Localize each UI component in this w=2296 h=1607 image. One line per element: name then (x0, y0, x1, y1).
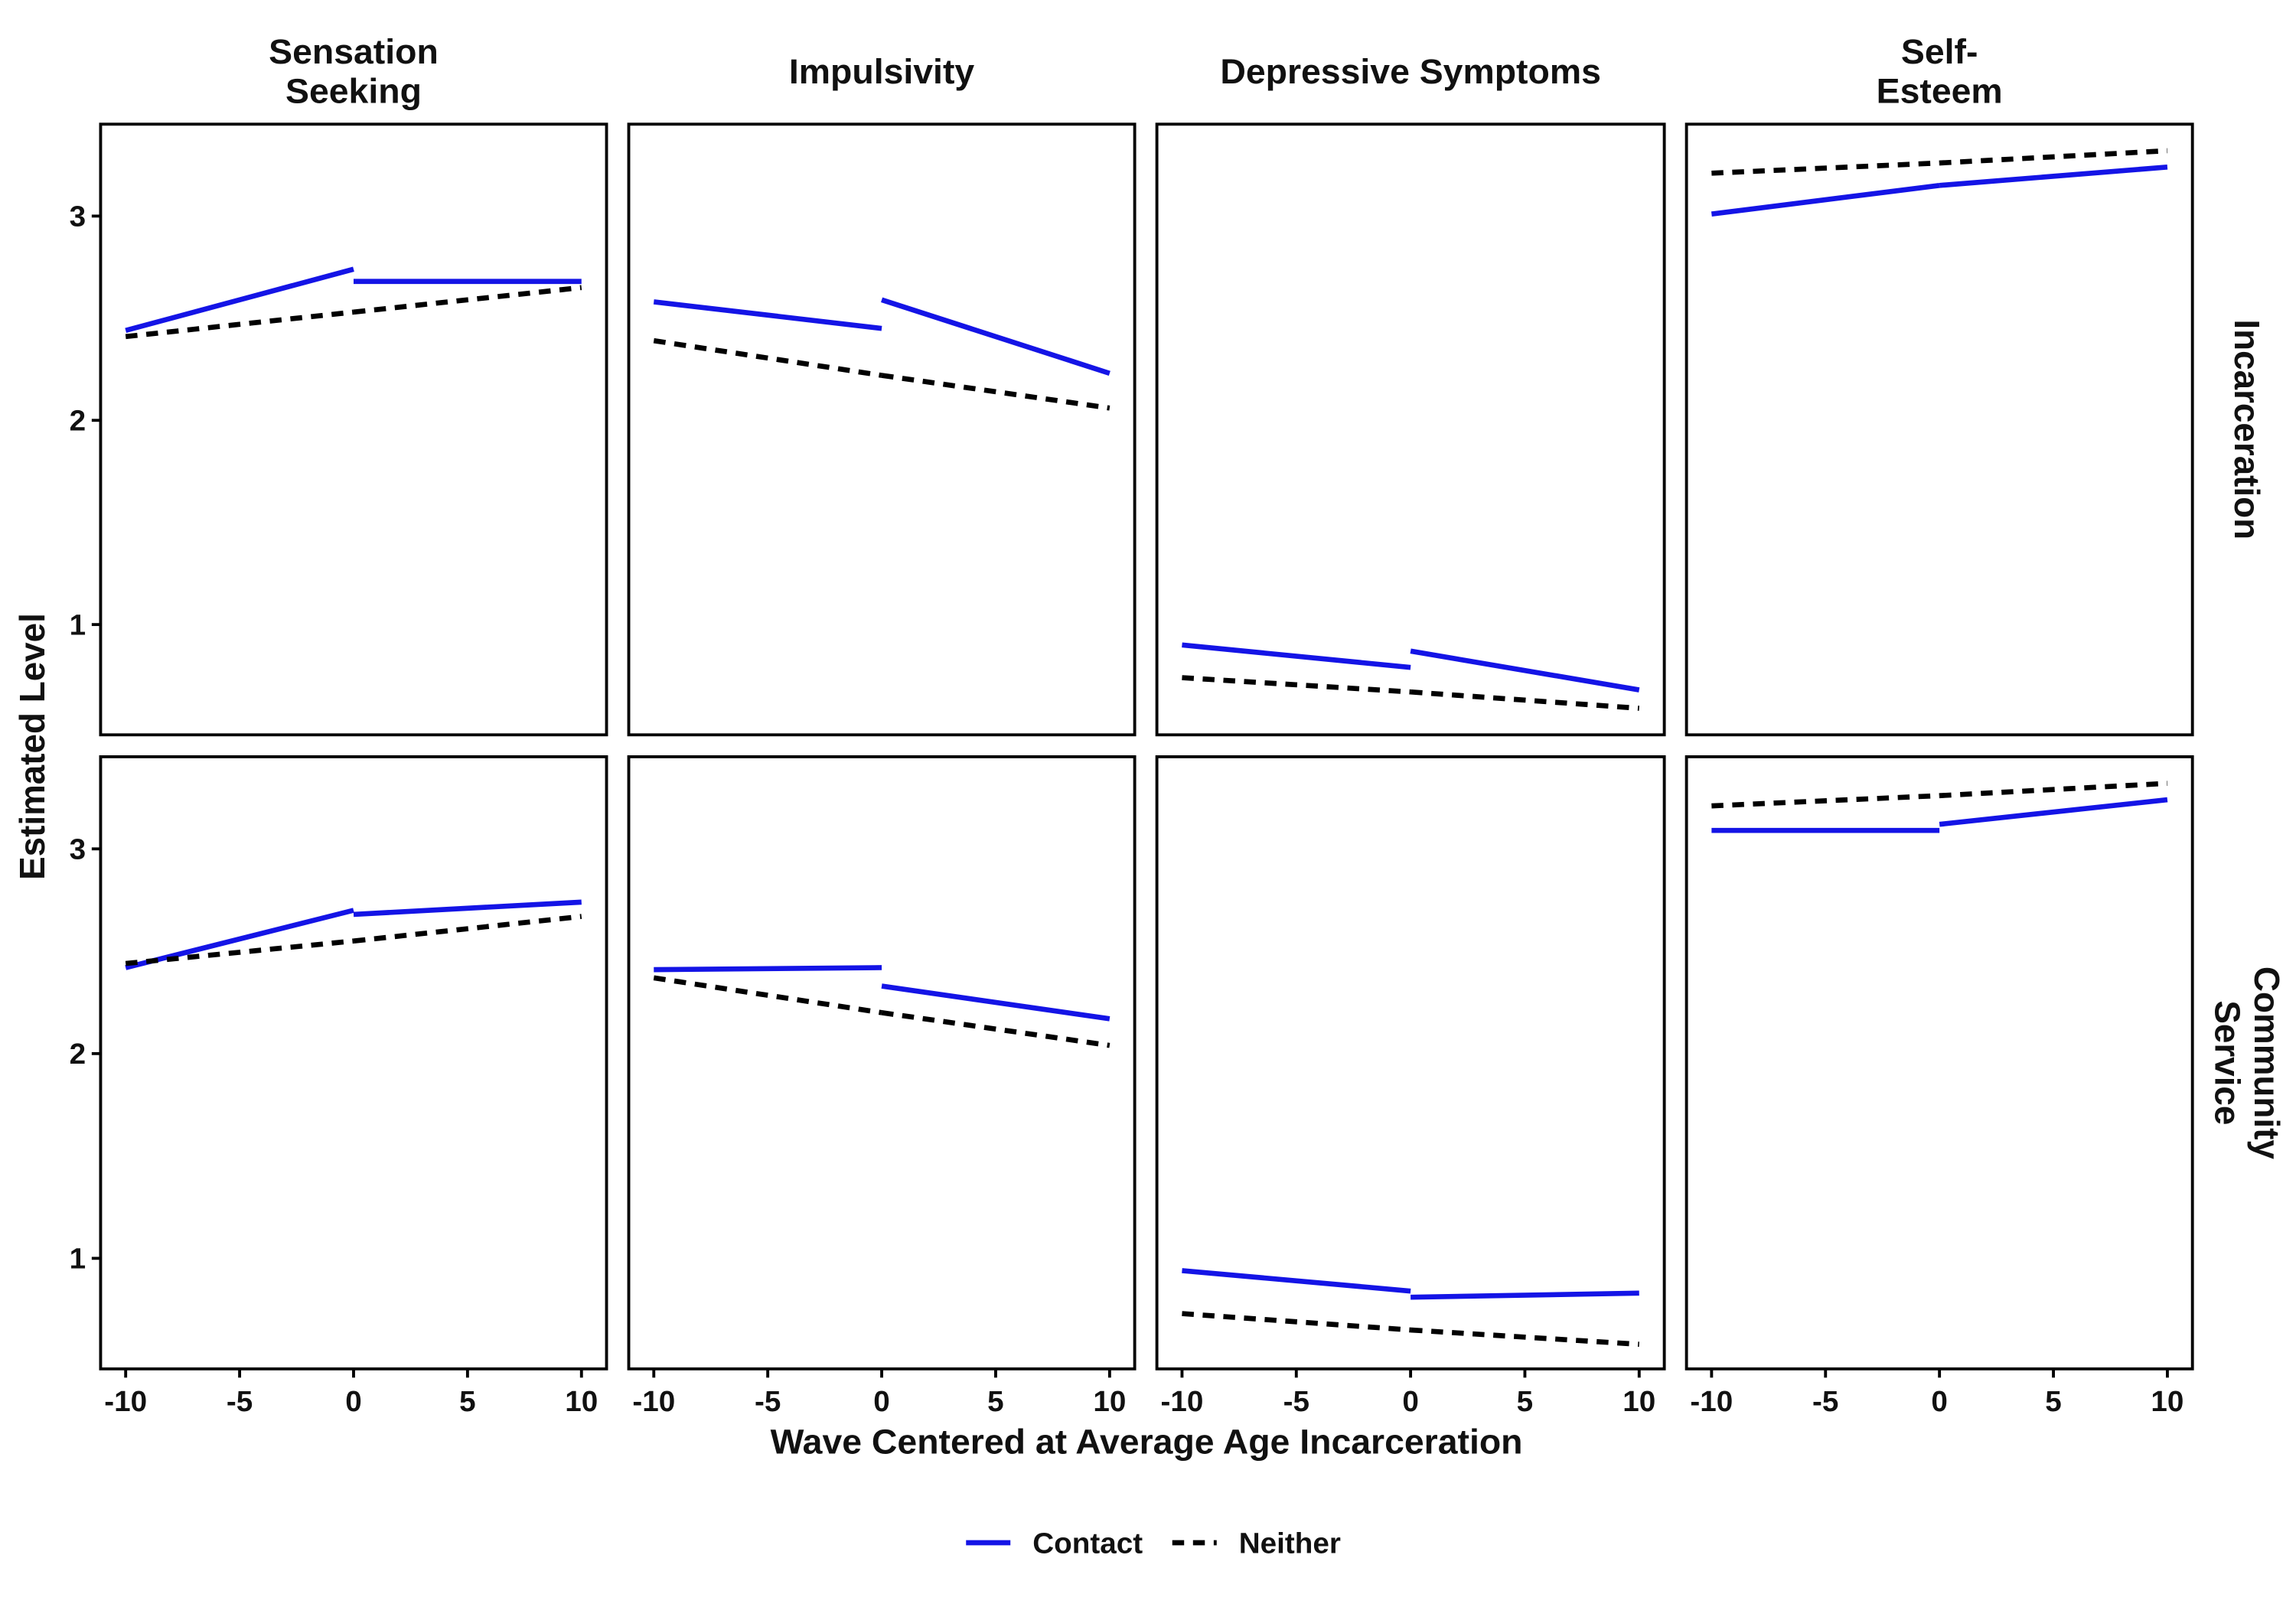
x-tick-label: 10 (565, 1385, 598, 1418)
series-line (353, 285, 582, 315)
series-line (1410, 1327, 1639, 1348)
x-tick-label: -10 (1690, 1385, 1733, 1418)
series-line (1711, 183, 1940, 217)
x-tick-label: 0 (1402, 1385, 1419, 1418)
x-tick-label: 10 (1093, 1385, 1126, 1418)
x-tick-label: -5 (1812, 1385, 1838, 1418)
panel-border (1684, 122, 2194, 737)
x-tick-label: 5 (1517, 1385, 1534, 1418)
series-line (125, 908, 354, 970)
x-tick-label: -5 (755, 1385, 781, 1418)
series-line (125, 309, 354, 340)
series-line (1939, 148, 2168, 166)
column-title: Impulsivity (789, 51, 975, 91)
series-line (1939, 164, 2168, 188)
column-title: Depressive Symptoms (1220, 51, 1601, 91)
x-tick-label: -5 (227, 1385, 253, 1418)
y-tick-label: 1 (70, 609, 86, 642)
x-tick-label: 10 (1623, 1385, 1655, 1418)
x-tick-label: 10 (2151, 1385, 2183, 1418)
legend-label: Contact (1032, 1527, 1143, 1560)
series-line (1182, 1268, 1411, 1294)
series-line (881, 297, 1110, 376)
legend-label: Neither (1239, 1527, 1341, 1560)
series-line (881, 983, 1110, 1022)
column-title: Self-Esteem (1877, 31, 2003, 110)
y-tick-label: 1 (70, 1243, 86, 1276)
series-line (1939, 797, 2168, 827)
series-line (1182, 642, 1411, 670)
series-line (653, 337, 882, 378)
series-line (654, 965, 882, 973)
x-tick-label: 0 (873, 1385, 890, 1418)
series-line (1711, 793, 1940, 809)
panel-border (1155, 122, 1666, 737)
y-axis-label: Estimated Level (12, 613, 52, 880)
series-line (1411, 1290, 1639, 1300)
series-line (125, 266, 354, 334)
x-tick-label: -10 (1161, 1385, 1204, 1418)
series-line (881, 1010, 1110, 1048)
x-tick-label: -10 (632, 1385, 675, 1418)
panel-border (627, 122, 1137, 737)
panel-border (99, 122, 608, 737)
series-line (653, 299, 882, 331)
column-title: Sensation Seeking (269, 31, 439, 110)
series-line (1410, 689, 1639, 711)
x-tick-label: 5 (459, 1385, 476, 1418)
row-title: CommunityService (2207, 966, 2287, 1159)
x-tick-label: -10 (104, 1385, 147, 1418)
series-line (881, 373, 1110, 411)
series-line (653, 975, 882, 1015)
y-tick-label: 3 (70, 200, 86, 233)
y-tick-label: 2 (70, 405, 86, 438)
series-line (125, 938, 354, 966)
series-line (1711, 160, 1940, 176)
x-tick-label: 0 (1931, 1385, 1948, 1418)
series-line (1182, 675, 1411, 695)
x-tick-label: -5 (1283, 1385, 1309, 1418)
x-tick-label: 0 (345, 1385, 362, 1418)
series-line (1410, 648, 1640, 693)
y-tick-label: 3 (70, 833, 86, 866)
series-line (353, 914, 582, 944)
x-axis-label: Wave Centered at Average Age Incarcerati… (771, 1422, 1523, 1462)
row-title: Incarceration (2227, 319, 2267, 539)
series-line (353, 899, 582, 918)
x-tick-label: 5 (987, 1385, 1004, 1418)
series-line (1939, 781, 2168, 799)
series-line (1182, 1311, 1411, 1333)
x-tick-label: 5 (2045, 1385, 2062, 1418)
y-tick-label: 2 (70, 1038, 86, 1071)
